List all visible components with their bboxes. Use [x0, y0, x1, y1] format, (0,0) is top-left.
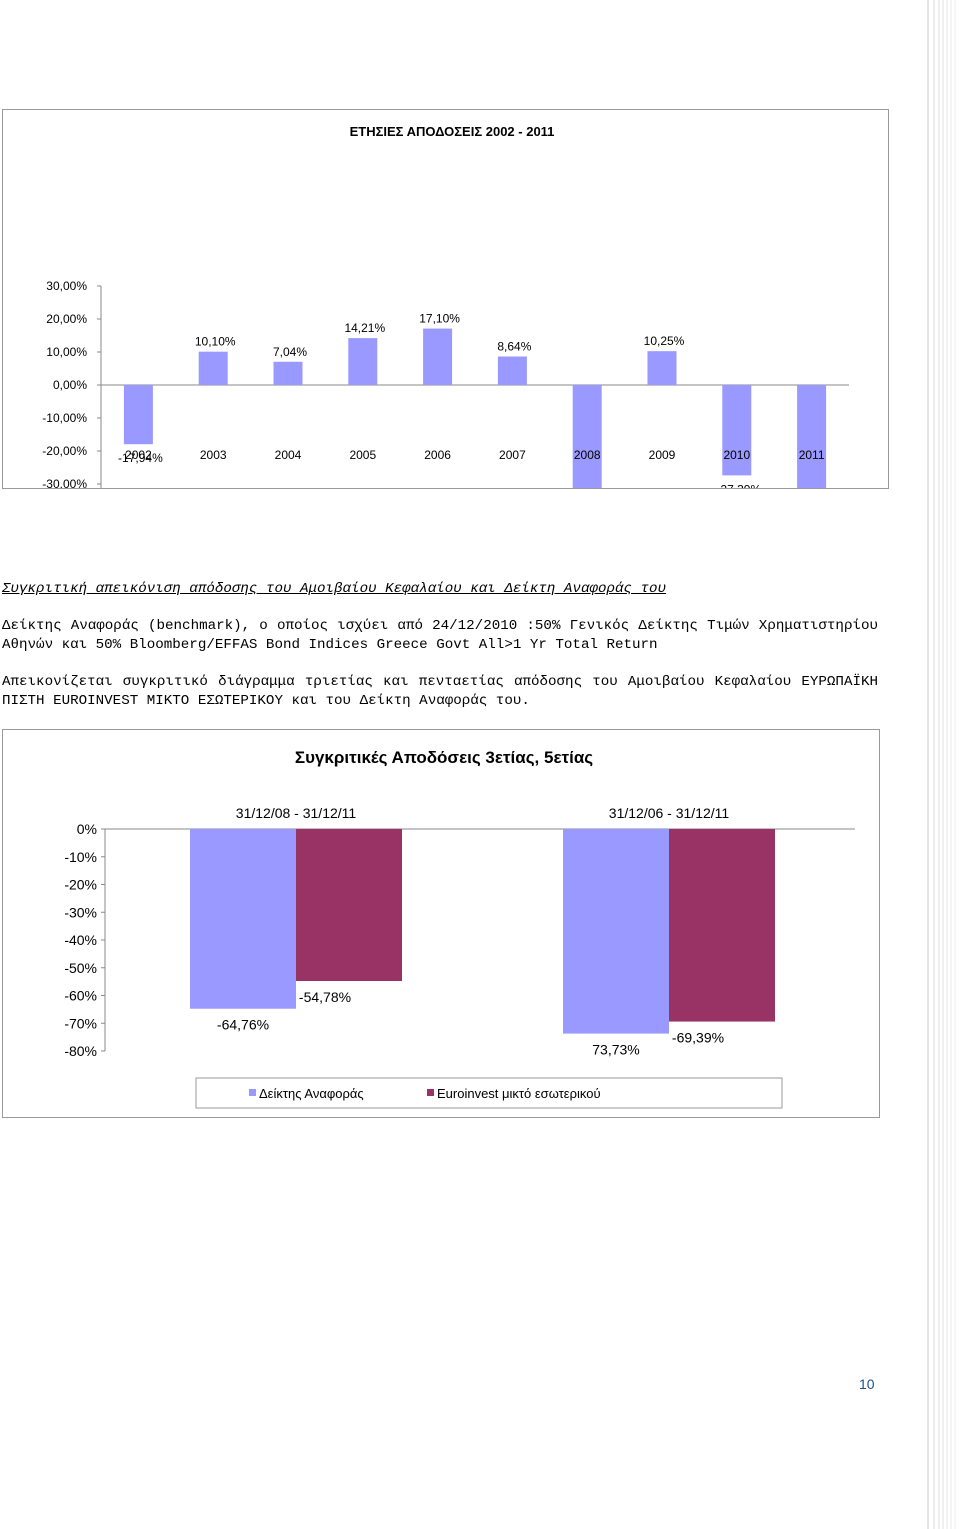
comparison-heading: Συγκριτική απεικόνιση απόδοσης του Αμοιβ… — [2, 581, 667, 597]
legend-label: Δείκτης Αναφοράς — [259, 1086, 364, 1101]
category-label: 2006 — [424, 448, 451, 462]
comparative-returns-chart: Συγκριτικές Αποδόσεις 3ετίας, 5ετίας 0% -1… — [2, 729, 880, 1118]
y-tick-label: -10% — [64, 849, 97, 865]
y-tick-label: -60% — [64, 988, 97, 1004]
category-label: 2002 — [125, 448, 152, 462]
bar-2002 — [123, 385, 153, 445]
bar-benchmark-1 — [563, 829, 669, 1034]
legend-label: Euroinvest μικτό εσωτερικού — [437, 1086, 601, 1101]
bar-2003 — [198, 351, 228, 385]
data-label: 14,21% — [344, 321, 385, 335]
category-label: 2003 — [200, 448, 227, 462]
data-label: -27,39% — [716, 482, 761, 488]
y-tick-label: -20% — [64, 877, 97, 893]
y-tick-label: -70% — [64, 1015, 97, 1031]
bar-benchmark-0 — [190, 829, 296, 1009]
y-tick-label: 30,00% — [46, 279, 87, 293]
bar-2011 — [797, 385, 827, 488]
y-tick-label: -40% — [64, 932, 97, 948]
margin-lines-decoration — [927, 0, 956, 1529]
bar-2007 — [497, 356, 527, 385]
data-label: -64,76% — [217, 1017, 269, 1033]
bar-2009 — [647, 351, 677, 385]
legend-swatch — [427, 1089, 434, 1096]
y-tick-label: -80% — [64, 1043, 97, 1059]
bar-euroinvest-1 — [669, 829, 775, 1022]
bar-2008 — [572, 385, 602, 488]
data-label: 17,10% — [419, 312, 460, 326]
category-label: 2009 — [649, 448, 676, 462]
legend-box — [195, 1077, 783, 1109]
chart-title: Συγκριτικές Αποδόσεις 3ετίας, 5ετίας — [295, 748, 593, 767]
y-tick-label: -20,00% — [42, 444, 87, 458]
y-tick-label: -30,00% — [42, 477, 87, 488]
annual-returns-svg: ΕΤΗΣΙΕΣ ΑΠΟΔΟΣΕΙΣ 2002 - 2011 30,00% 20,00… — [42, 124, 849, 488]
bar-2004 — [273, 361, 303, 385]
category-label: 2007 — [499, 448, 526, 462]
category-label: 2008 — [574, 448, 601, 462]
data-label: 7,04% — [273, 345, 307, 359]
y-tick-label: -50% — [64, 960, 97, 976]
period-label: 31/12/06 - 31/12/11 — [609, 805, 730, 821]
bar-2005 — [348, 338, 378, 385]
period-label: 31/12/08 - 31/12/11 — [236, 805, 357, 821]
data-label: -69,39% — [672, 1030, 724, 1046]
data-label: 73,73% — [592, 1042, 639, 1058]
category-label: 2010 — [723, 448, 750, 462]
bar-2010 — [722, 385, 752, 476]
annual-returns-chart: ΕΤΗΣΙΕΣ ΑΠΟΔΟΣΕΙΣ 2002 - 2011 30,00% 20,00… — [2, 109, 889, 489]
benchmark-description: Δείκτης Αναφοράς (benchmark), ο οποίος ι… — [2, 618, 878, 653]
chart-title: ΕΤΗΣΙΕΣ ΑΠΟΔΟΣΕΙΣ 2002 - 2011 — [350, 124, 555, 139]
bar-2006 — [423, 328, 453, 385]
data-label: 8,64% — [497, 339, 531, 353]
data-label: -54,78% — [299, 989, 351, 1005]
y-tick-label: -10,00% — [42, 411, 87, 425]
data-label: -17,94% — [118, 451, 163, 465]
data-label: 10,25% — [644, 334, 685, 348]
page-number: 10 — [859, 1376, 875, 1392]
data-label: 10,10% — [195, 335, 236, 349]
chart-description: Απεικονίζεται συγκριτικό διάγραμμα τριετ… — [2, 674, 878, 709]
y-tick-label: 0,00% — [53, 378, 87, 392]
category-label: 2004 — [275, 448, 302, 462]
legend-swatch — [249, 1089, 256, 1096]
comparative-returns-svg: Συγκριτικές Αποδόσεις 3ετίας, 5ετίας 0% -1… — [64, 748, 855, 1109]
y-tick-label: -30% — [64, 904, 97, 920]
y-tick-label: 10,00% — [46, 345, 87, 359]
category-label: 2005 — [349, 448, 376, 462]
y-tick-label: 0% — [77, 821, 97, 837]
category-label: 2011 — [799, 448, 825, 462]
y-tick-label: 20,00% — [46, 312, 87, 326]
bar-euroinvest-0 — [296, 829, 402, 982]
